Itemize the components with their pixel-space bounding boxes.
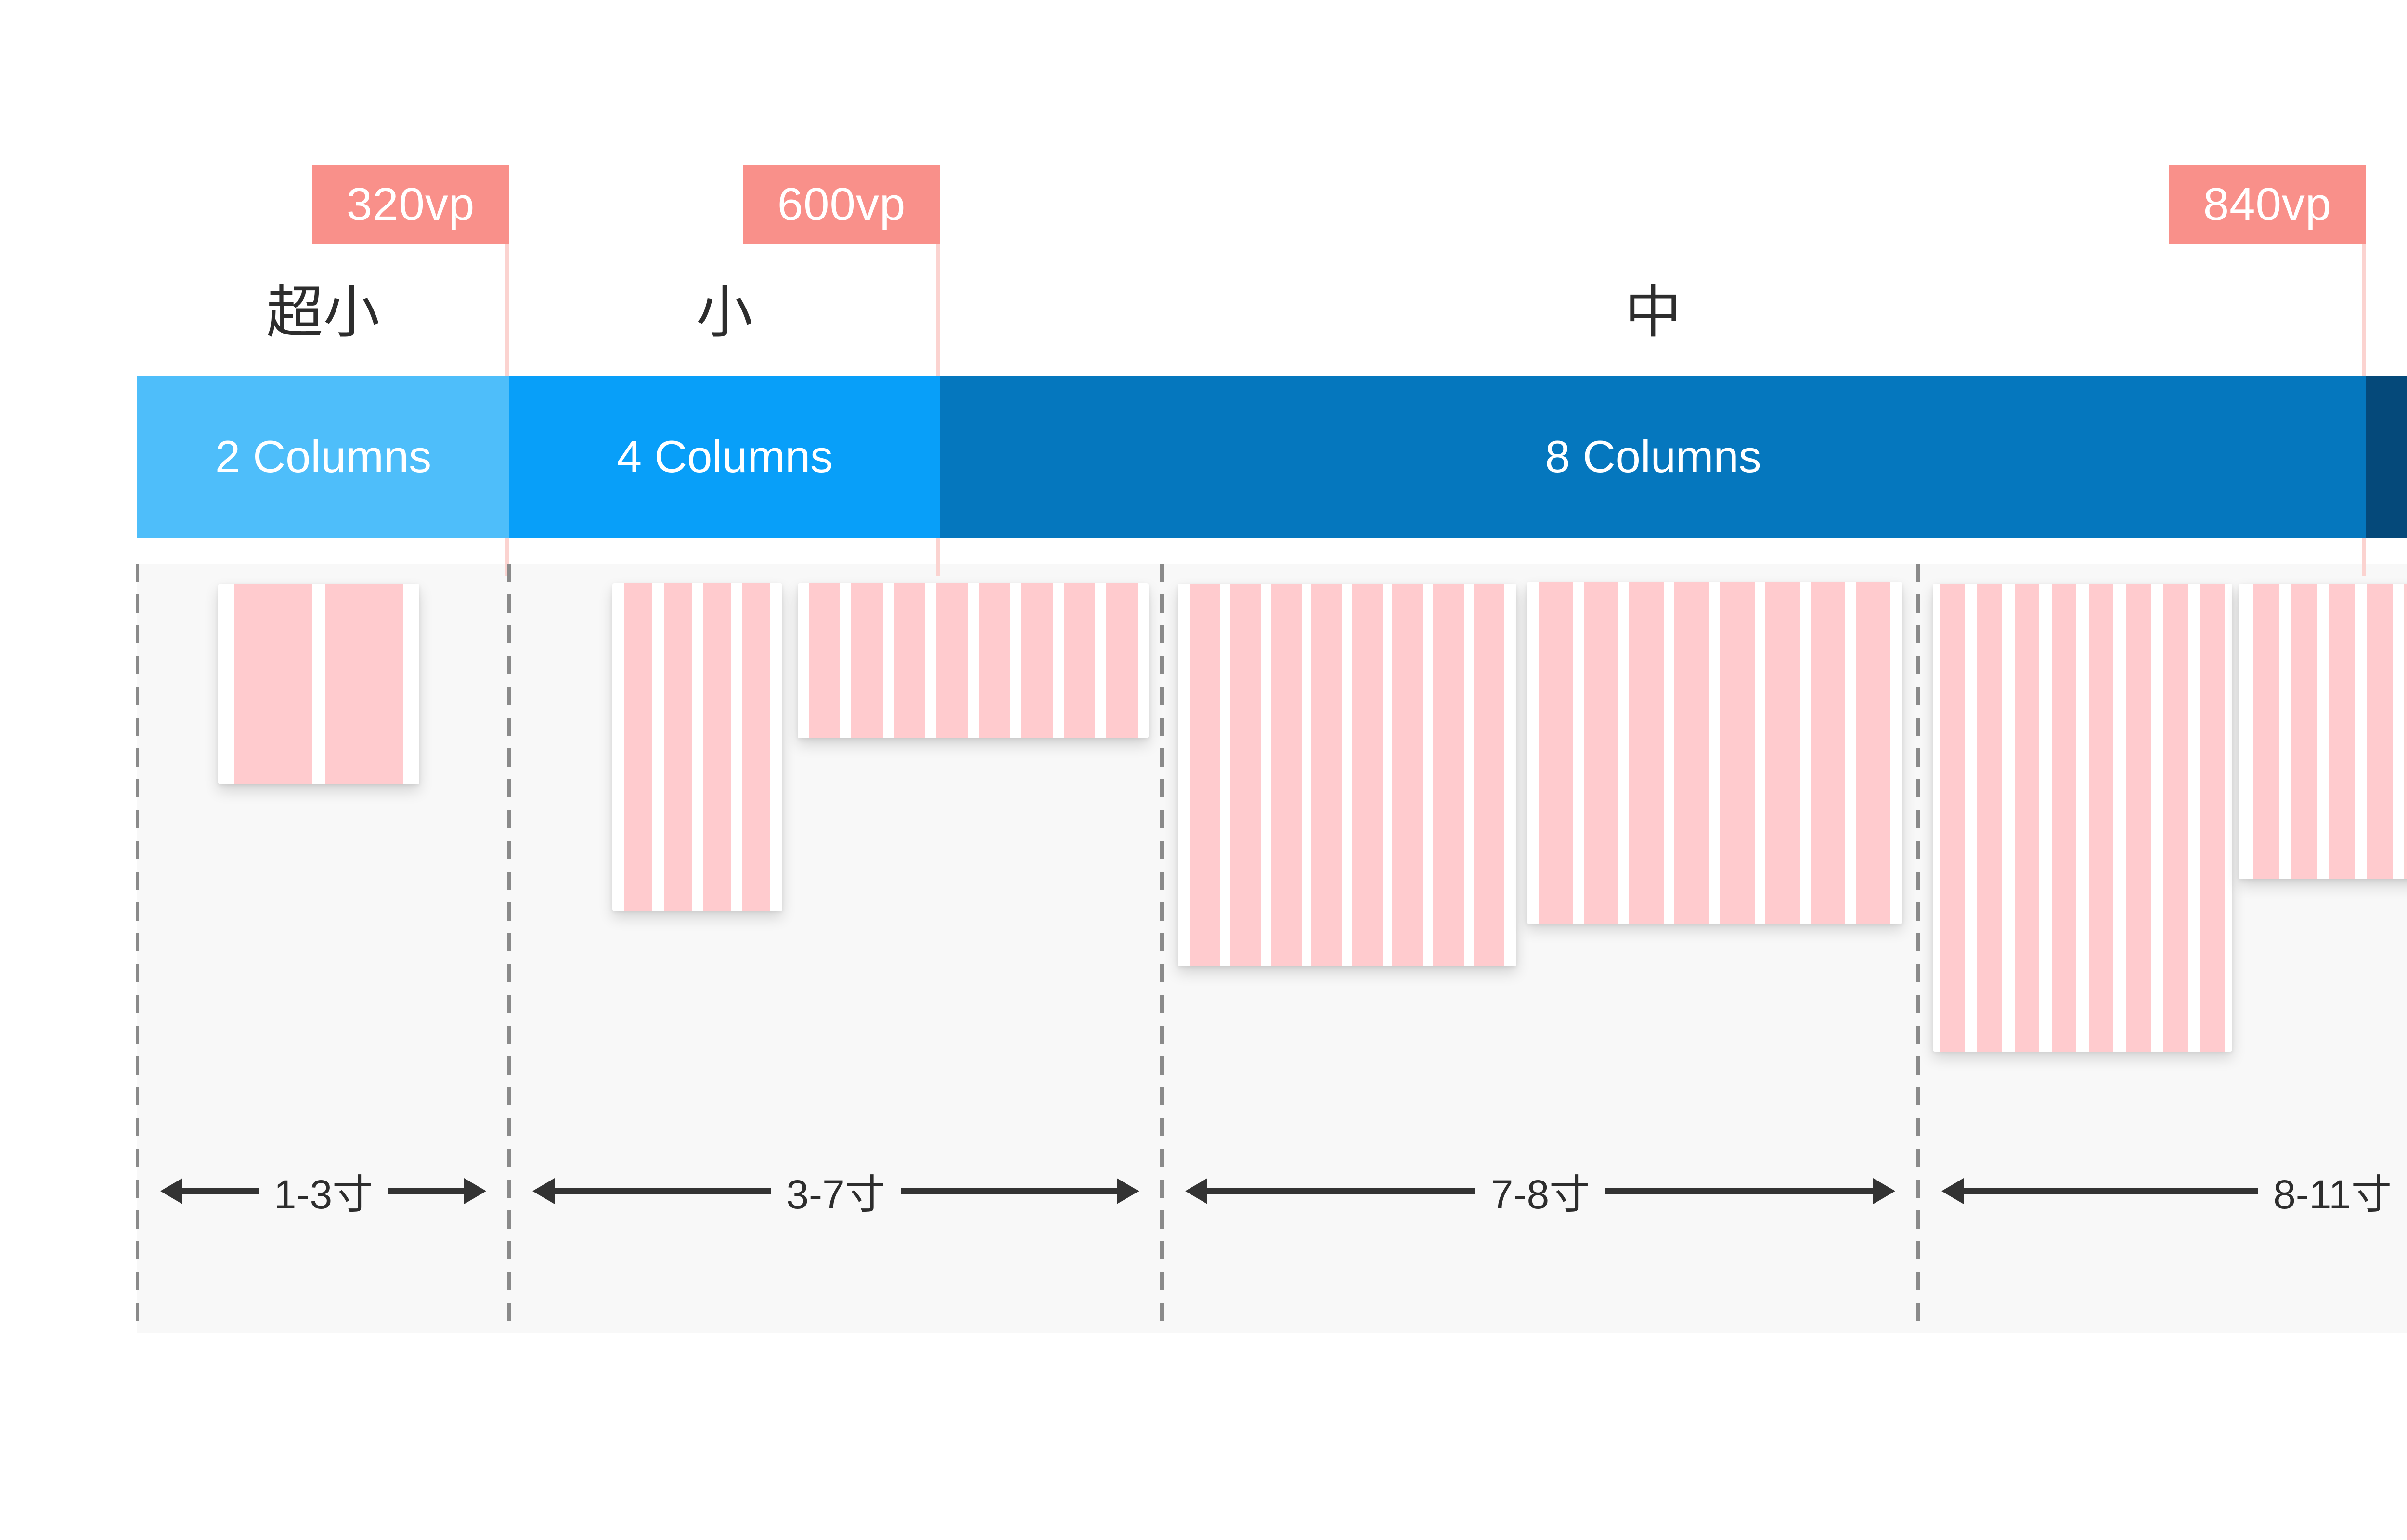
range-label: 1-3寸 [273,1171,373,1217]
grid-column-stripe [1584,582,1619,924]
grid-column-stripe [1629,582,1664,924]
bar-segment-4-columns: 4 Columns [509,376,940,538]
grid-column-stripe [2014,584,2039,1052]
grid-column-stripe [979,583,1010,738]
grid-column-stripe [663,583,692,911]
range-label: 3-7寸 [786,1171,885,1217]
grid-column-stripe [624,583,652,911]
arrow-line [182,1188,259,1194]
arrow-line [900,1188,1117,1194]
arrow-line [555,1188,771,1194]
arrow-right-icon [1873,1178,1896,1204]
grid-column-stripe [1021,583,1053,738]
arrow-left-icon [1185,1178,1207,1204]
range-arrow-7-8in: 7-8寸 [1185,1162,1896,1220]
grid-column-stripe [2404,584,2407,879]
grid-column-stripe [893,583,925,738]
bar-segment-12-columns: 12 Columns [2366,376,2407,538]
device-card-phone-2col [218,584,419,784]
range-label: 7-8寸 [1490,1171,1590,1217]
grid-column-stripe [809,583,841,738]
grid-column-stripe [1270,584,1302,966]
range-arrow-1-3in: 1-3寸 [160,1162,487,1220]
grid-column-stripe [1720,582,1755,924]
breakpoint-badge-840vp: 840vp [2169,165,2366,244]
device-card-portrait-4col [612,583,782,911]
arrow-line [1605,1188,1874,1194]
grid-column-stripe [1190,584,1221,966]
size-class-label-md: 中 [1624,281,1682,345]
arrow-left-icon [1941,1178,1964,1204]
arrow-left-icon [160,1178,182,1204]
grid-column-stripe [1810,582,1845,924]
grid-column-stripe [742,583,770,911]
grid-column-stripe [1940,584,1965,1052]
grid-column-stripe [1473,584,1504,966]
grid-column-stripe [2089,584,2114,1052]
section-divider-2 [507,564,511,1333]
size-class-label-sm: 小 [696,281,753,345]
grid-column-stripe [1392,584,1423,966]
bar-segment-2-columns: 2 Columns [137,376,509,538]
device-card-landscape-8col [798,583,1149,738]
range-label: 8-11寸 [2273,1171,2392,1217]
grid-column-stripe [1311,584,1342,966]
breakpoint-badge-320vp: 320vp [312,165,509,244]
arrow-line [1207,1188,1475,1194]
breakpoint-badge-600vp: 600vp [743,165,940,244]
grid-column-stripe [703,583,731,911]
arrow-right-icon [464,1178,487,1204]
arrow-right-icon [1117,1178,1139,1204]
grid-column-stripe [1433,584,1464,966]
grid-column-stripe [2200,584,2225,1052]
section-divider-4 [1916,564,1920,1333]
device-card-tall-portrait-8col [1933,584,2232,1052]
grid-column-stripe [2253,584,2279,879]
grid-column-stripe [2051,584,2076,1052]
bar-segment-8-columns: 8 Columns [940,376,2366,538]
grid-column-stripe [1106,583,1138,738]
size-class-label-xs: 超小 [266,281,380,345]
grid-column-stripe [1063,583,1095,738]
device-card-tall-8col [1178,584,1516,966]
grid-column-stripe [1855,582,1890,924]
grid-column-stripe [2291,584,2317,879]
device-card-wide-12col [2239,584,2407,879]
grid-column-stripe [325,584,403,784]
section-divider-1 [136,564,139,1333]
arrow-left-icon [532,1178,555,1204]
grid-column-stripe [2126,584,2151,1052]
grid-column-stripe [1230,584,1261,966]
grid-column-stripe [2163,584,2188,1052]
arrow-line [1964,1188,2258,1194]
device-card-tablet-8col [1527,582,1902,924]
grid-column-stripe [1765,582,1800,924]
range-arrow-3-7in: 3-7寸 [532,1162,1139,1220]
grid-column-stripe [2366,584,2393,879]
grid-column-stripe [1539,582,1574,924]
grid-column-stripe [2329,584,2355,879]
grid-column-stripe [936,583,968,738]
arrow-line [388,1188,465,1194]
grid-column-stripe [234,584,312,784]
section-divider-3 [1160,564,1164,1333]
grid-column-stripe [1977,584,2002,1052]
range-arrow-8-11in: 8-11寸 [1941,1162,2407,1220]
grid-column-stripe [1674,582,1709,924]
grid-column-stripe [1352,584,1383,966]
grid-column-stripe [851,583,883,738]
